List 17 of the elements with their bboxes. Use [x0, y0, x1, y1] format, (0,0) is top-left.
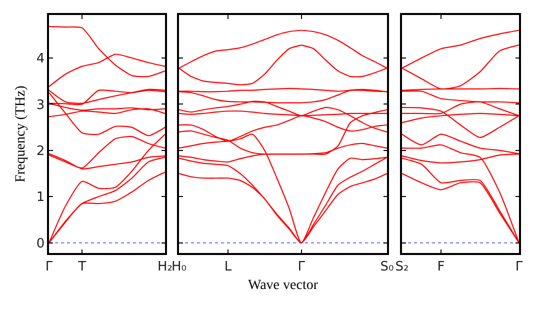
x-axis-title: Wave vector	[248, 278, 318, 294]
y-tick-label: 2	[36, 144, 45, 159]
x-tick-label: H₂	[158, 259, 172, 274]
x-tick-label: Γ	[298, 259, 306, 274]
y-tick-label: 0	[36, 236, 45, 252]
y-axis-title: Frequency (THz)	[13, 85, 28, 182]
x-tick-label: L	[224, 259, 232, 274]
x-tick-label: Γ	[515, 259, 524, 274]
x-tick-label: S₀	[380, 259, 394, 274]
y-tick-label: 1	[36, 190, 45, 206]
x-tick-label: S₂	[395, 259, 409, 274]
y-tick-label: 4	[36, 52, 45, 67]
x-tick-label: H₀	[172, 259, 186, 274]
x-tick-label: Γ	[45, 259, 54, 274]
y-tick-label: 3	[36, 98, 45, 113]
x-tick-label: T	[77, 259, 86, 274]
x-tick-label: F	[437, 259, 445, 274]
